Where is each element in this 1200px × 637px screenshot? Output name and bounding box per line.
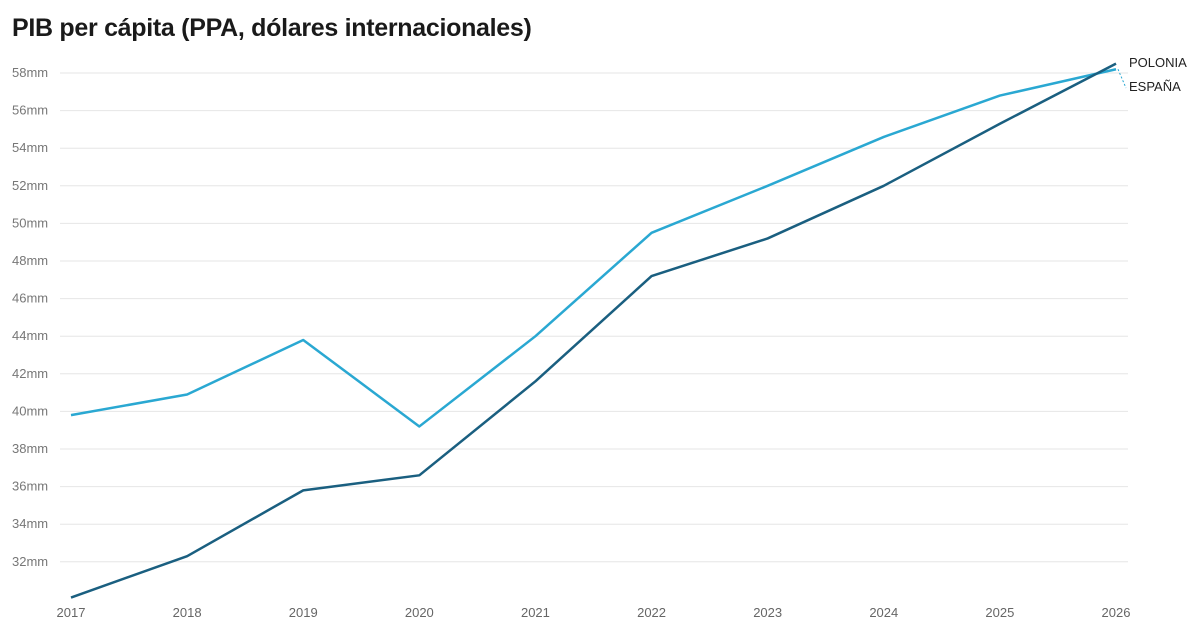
x-tick-label: 2022 <box>637 605 666 620</box>
y-tick-label: 56mm <box>12 103 48 118</box>
series-label-polonia: POLONIA <box>1129 55 1187 70</box>
x-tick-label: 2021 <box>521 605 550 620</box>
y-tick-label: 52mm <box>12 178 48 193</box>
y-tick-label: 44mm <box>12 328 48 343</box>
series-label-espana: ESPAÑA <box>1129 79 1181 94</box>
y-tick-label: 32mm <box>12 554 48 569</box>
y-tick-label: 48mm <box>12 253 48 268</box>
x-tick-label: 2023 <box>753 605 782 620</box>
y-tick-label: 58mm <box>12 65 48 80</box>
chart-title: PIB per cápita (PPA, dólares internacion… <box>12 14 532 42</box>
y-tick-label: 50mm <box>12 215 48 230</box>
x-tick-label: 2019 <box>289 605 318 620</box>
x-tick-label: 2024 <box>869 605 898 620</box>
y-tick-label: 40mm <box>12 403 48 418</box>
y-tick-label: 36mm <box>12 479 48 494</box>
label-connector <box>1117 69 1127 89</box>
y-tick-label: 34mm <box>12 516 48 531</box>
y-tick-label: 54mm <box>12 140 48 155</box>
x-tick-label: 2020 <box>405 605 434 620</box>
x-tick-label: 2025 <box>985 605 1014 620</box>
x-tick-label: 2026 <box>1102 605 1131 620</box>
y-tick-label: 46mm <box>12 291 48 306</box>
x-tick-label: 2018 <box>173 605 202 620</box>
series-line-polonia <box>70 62 1117 599</box>
y-tick-label: 42mm <box>12 366 48 381</box>
x-tick-label: 2017 <box>57 605 86 620</box>
series-line-españa <box>70 68 1117 428</box>
y-tick-label: 38mm <box>12 441 48 456</box>
